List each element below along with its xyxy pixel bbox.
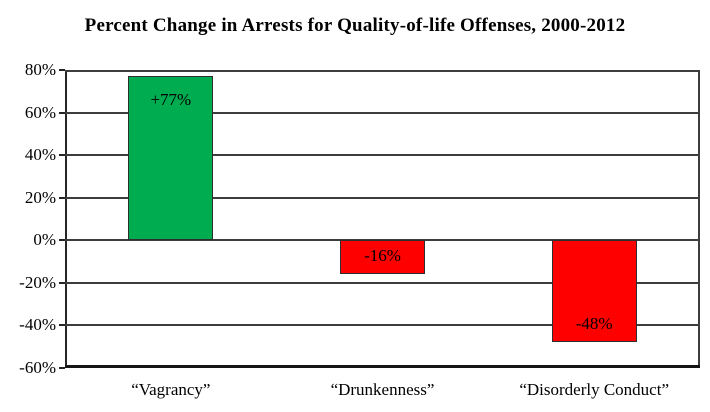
y-axis-tick (59, 197, 65, 199)
y-axis-tick-label: -40% (19, 315, 56, 334)
category-label-vagrancy: “Vagrancy” (131, 380, 211, 399)
y-axis-tick (59, 367, 65, 369)
y-axis-tick-label: 80% (24, 60, 56, 79)
y-axis-tick (59, 282, 65, 284)
gridline (65, 112, 700, 114)
y-axis-tick-label: -60% (19, 358, 56, 377)
gridline (65, 154, 700, 156)
bar-disorderly-conduct (551, 240, 637, 343)
y-axis-tick-label: 60% (24, 103, 56, 122)
gridline (65, 197, 700, 199)
y-axis-tick (59, 112, 65, 114)
y-axis-line (65, 70, 67, 368)
y-axis-tick (59, 154, 65, 156)
y-axis-tick (59, 324, 65, 326)
y-axis-tick-label: 20% (24, 188, 56, 207)
y-axis-tick-label: -20% (19, 273, 56, 292)
plot-area: +77% -16% -48% (65, 70, 700, 368)
bar-value-label: +77% (150, 90, 192, 110)
category-label-drunkenness: “Drunkenness” (330, 380, 435, 399)
bar-vagrancy (128, 76, 214, 241)
y-axis-tick-label: 0% (33, 230, 56, 249)
chart-title: Percent Change in Arrests for Quality-of… (84, 15, 626, 36)
bar-value-label: -48% (575, 314, 613, 334)
bar-drunkenness (340, 240, 425, 275)
gridline (65, 70, 700, 72)
gridline (65, 239, 700, 241)
y-axis-tick (59, 69, 65, 71)
category-label-disorderly-conduct: “Disorderly Conduct” (519, 380, 669, 399)
y-axis-tick (59, 239, 65, 241)
gridline (65, 282, 700, 284)
gridline (65, 324, 700, 326)
plot-right-border (698, 70, 700, 368)
y-axis-tick-label: 40% (24, 145, 56, 164)
gridline (65, 365, 700, 368)
bar-value-label: -16% (364, 246, 401, 266)
